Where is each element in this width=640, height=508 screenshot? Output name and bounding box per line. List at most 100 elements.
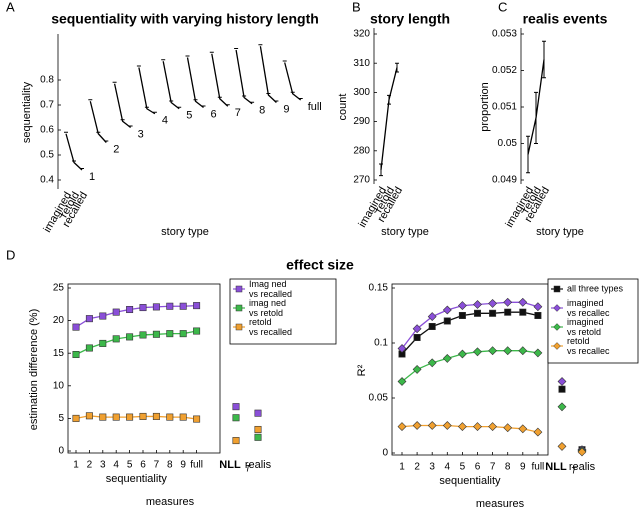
point [72,351,80,359]
point [412,364,422,374]
series-line [75,330,197,356]
error-bar [387,94,391,105]
point [152,303,160,311]
x-tick-label: 7 [154,460,160,471]
x-tick-label: 2 [87,460,93,471]
point [254,409,262,417]
point [457,349,467,359]
series-label: 1 [89,171,95,183]
point [139,304,147,312]
series-line [401,350,538,383]
point [232,414,240,422]
point [442,421,452,430]
point [139,331,147,339]
point [413,333,421,341]
point [99,413,107,421]
y-axis-label: R² [356,364,368,376]
x-tick-label: full [190,460,203,471]
x-tick-label: 6 [475,462,481,473]
point [488,298,498,308]
x-tick-label: 8 [505,462,511,473]
x-tick-label: 6 [140,460,146,471]
series-label: 4 [162,115,168,127]
point [232,403,240,411]
x-tick-label: 3 [100,460,106,471]
series-line [259,46,277,103]
point [193,302,201,310]
point [152,330,160,338]
y-tick-label: 0 [382,448,388,459]
y-tick-label: 0.15 [369,283,389,294]
figure-title: effect size [286,257,354,273]
point [533,427,543,437]
series-label: 8 [259,105,265,117]
point [558,385,566,393]
x-tick-label: 9 [180,460,186,471]
x-tick-label: 9 [520,462,526,473]
x-tick-label: 5 [460,462,466,473]
y-tick-label: 0.053 [492,29,517,40]
point [503,297,513,307]
point [427,421,437,430]
y-tick-label: 25 [53,283,65,294]
point [457,301,467,311]
error-bar [542,40,546,79]
x-tick-label: 4 [113,460,119,471]
error-bar [395,62,399,73]
x-tick-label: 1 [73,460,79,471]
plot-frame [391,283,549,456]
point [519,308,527,316]
y-tick-label: 0.5 [40,150,54,161]
series-label: 9 [283,103,289,115]
point [428,322,436,330]
point [557,377,567,386]
point [473,309,481,317]
series-line [113,83,132,129]
point [488,422,498,432]
x-group-label: sequentiality [439,475,501,487]
point [85,344,93,352]
x-tick-label: 5 [127,460,133,471]
x-axis-label: story type [161,226,209,238]
legend-marker [553,285,561,293]
point [85,315,93,323]
x-tick-label: 1 [399,462,405,473]
point [112,308,120,316]
error-bar [526,135,530,174]
point [473,422,482,432]
point [488,346,498,356]
point [533,348,543,358]
panel-label: A [6,0,15,14]
y-tick-label: 0.8 [40,75,54,86]
point [458,311,466,319]
x-tick-label: 4 [445,462,451,473]
point [503,346,513,356]
point [193,327,201,335]
point [518,346,528,356]
y-tick-label: 15 [53,348,65,359]
point [427,358,437,368]
point [152,412,160,420]
series-label: 6 [211,108,217,120]
series-line [235,49,253,105]
legend-marker [553,304,561,312]
chart-title: realis events [523,11,608,27]
y-tick-label: 270 [353,175,370,186]
legend-label: imag ned vs retold [249,298,289,318]
legend-label: imagined vs retold [567,317,606,337]
point [518,424,528,434]
x-tick-label: 3 [429,462,435,473]
panel-label: C [498,0,507,14]
point [112,413,120,421]
y-tick-label: 300 [353,87,370,98]
y-axis-label: sequentiality [21,81,33,143]
legend-marker [235,285,243,293]
point [518,297,528,307]
point [397,422,407,432]
legend-frame [229,278,337,345]
y-tick-label: 0.051 [492,102,517,113]
chart-title: sequentiality with varying history lengt… [51,11,319,27]
y-tick-label: 0.05 [369,393,389,404]
point [397,344,407,353]
series-line [75,415,197,420]
